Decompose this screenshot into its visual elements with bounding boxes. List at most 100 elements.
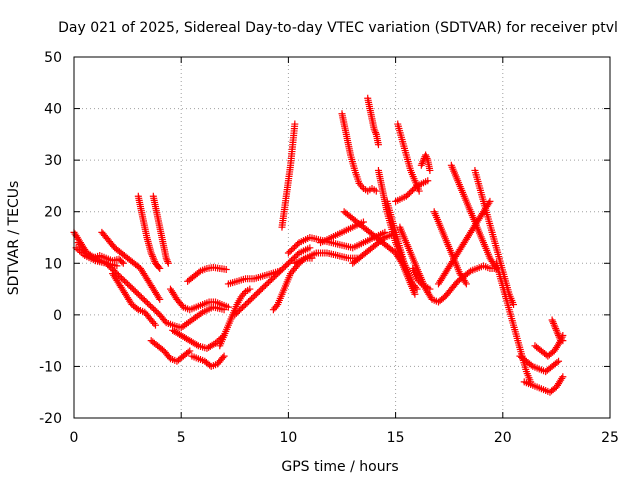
- data-point: [407, 188, 415, 196]
- x-tick-label: 0: [70, 430, 79, 446]
- data-point: [184, 348, 192, 356]
- data-point: [149, 254, 157, 262]
- data-point: [277, 267, 285, 275]
- data-point: [107, 264, 115, 272]
- data-point: [124, 280, 132, 288]
- data-point: [294, 250, 302, 258]
- data-point: [153, 308, 161, 316]
- series-arc-26: [383, 197, 421, 293]
- series-arc-35: [471, 166, 518, 309]
- series-arc-23: [340, 208, 419, 298]
- data-point: [370, 125, 378, 133]
- data-point: [246, 296, 254, 304]
- data-point: [358, 183, 366, 191]
- data-point: [422, 151, 430, 159]
- data-point: [278, 265, 286, 273]
- data-point: [412, 283, 420, 291]
- data-point: [260, 283, 268, 291]
- data-marks: [70, 94, 567, 396]
- data-point: [275, 268, 283, 276]
- data-point: [405, 189, 413, 197]
- data-point: [426, 285, 434, 293]
- data-point: [416, 278, 424, 286]
- data-point: [291, 253, 299, 261]
- y-tick-label: 10: [44, 256, 62, 272]
- series-arc-30: [409, 264, 434, 293]
- data-point: [151, 306, 159, 314]
- data-point: [280, 264, 288, 272]
- data-point: [486, 197, 494, 205]
- data-point: [147, 249, 155, 257]
- data-point: [131, 287, 139, 295]
- data-point: [119, 275, 127, 283]
- data-point: [558, 374, 566, 382]
- data-point: [286, 258, 294, 266]
- data-point: [164, 258, 172, 266]
- data-point: [144, 299, 152, 307]
- series-arc-06: [134, 192, 164, 272]
- data-point: [461, 278, 469, 286]
- data-point: [155, 294, 163, 302]
- data-point: [193, 341, 201, 349]
- data-point: [548, 316, 556, 324]
- x-tick-label: 10: [279, 430, 297, 446]
- y-tick-label: 40: [44, 102, 62, 118]
- data-point: [415, 187, 423, 195]
- data-point: [137, 293, 145, 301]
- data-point: [292, 242, 300, 250]
- data-point: [195, 268, 203, 276]
- data-point: [372, 129, 380, 137]
- x-tick-label: 20: [494, 430, 512, 446]
- data-point: [559, 373, 567, 381]
- data-point: [127, 283, 135, 291]
- data-point: [555, 357, 563, 365]
- data-point: [238, 303, 246, 311]
- data-point: [104, 261, 112, 269]
- data-point: [462, 280, 470, 288]
- data-point: [418, 160, 426, 168]
- data-point: [274, 270, 282, 278]
- data-point: [413, 285, 421, 293]
- data-point: [224, 303, 232, 311]
- series-arc-03: [74, 239, 228, 332]
- series-arc-39: [520, 373, 567, 396]
- series-arc-07: [149, 192, 172, 267]
- data-point: [231, 311, 239, 319]
- data-point: [142, 298, 150, 306]
- data-point: [139, 295, 147, 303]
- series-arc-08: [147, 337, 194, 365]
- data-point: [254, 289, 262, 297]
- data-point: [164, 259, 172, 267]
- series-arc-10: [169, 326, 228, 352]
- data-point: [554, 330, 562, 338]
- data-point: [118, 258, 126, 266]
- data-point: [552, 325, 560, 333]
- data-point: [263, 280, 271, 288]
- data-point: [150, 319, 158, 327]
- data-point: [130, 286, 138, 294]
- y-tick-label: 20: [44, 205, 62, 221]
- data-point: [294, 240, 302, 248]
- data-point: [149, 252, 157, 260]
- series-arc-38: [531, 331, 567, 360]
- data-point: [424, 177, 432, 185]
- data-point: [140, 296, 148, 304]
- data-point: [291, 243, 299, 251]
- series-arc-17: [278, 120, 299, 231]
- data-point: [222, 265, 230, 273]
- data-point: [465, 268, 473, 276]
- series-arc-21: [338, 110, 380, 195]
- data-point: [410, 185, 418, 193]
- data-point: [74, 245, 82, 253]
- data-point: [379, 235, 387, 243]
- data-point: [272, 302, 280, 310]
- data-point: [148, 251, 156, 259]
- x-axis-label: GPS time / hours: [281, 459, 398, 475]
- data-point: [76, 247, 84, 255]
- data-point: [251, 292, 259, 300]
- series-arc-31: [417, 151, 434, 174]
- data-point: [145, 301, 153, 309]
- data-point: [289, 255, 297, 263]
- data-point: [553, 328, 561, 336]
